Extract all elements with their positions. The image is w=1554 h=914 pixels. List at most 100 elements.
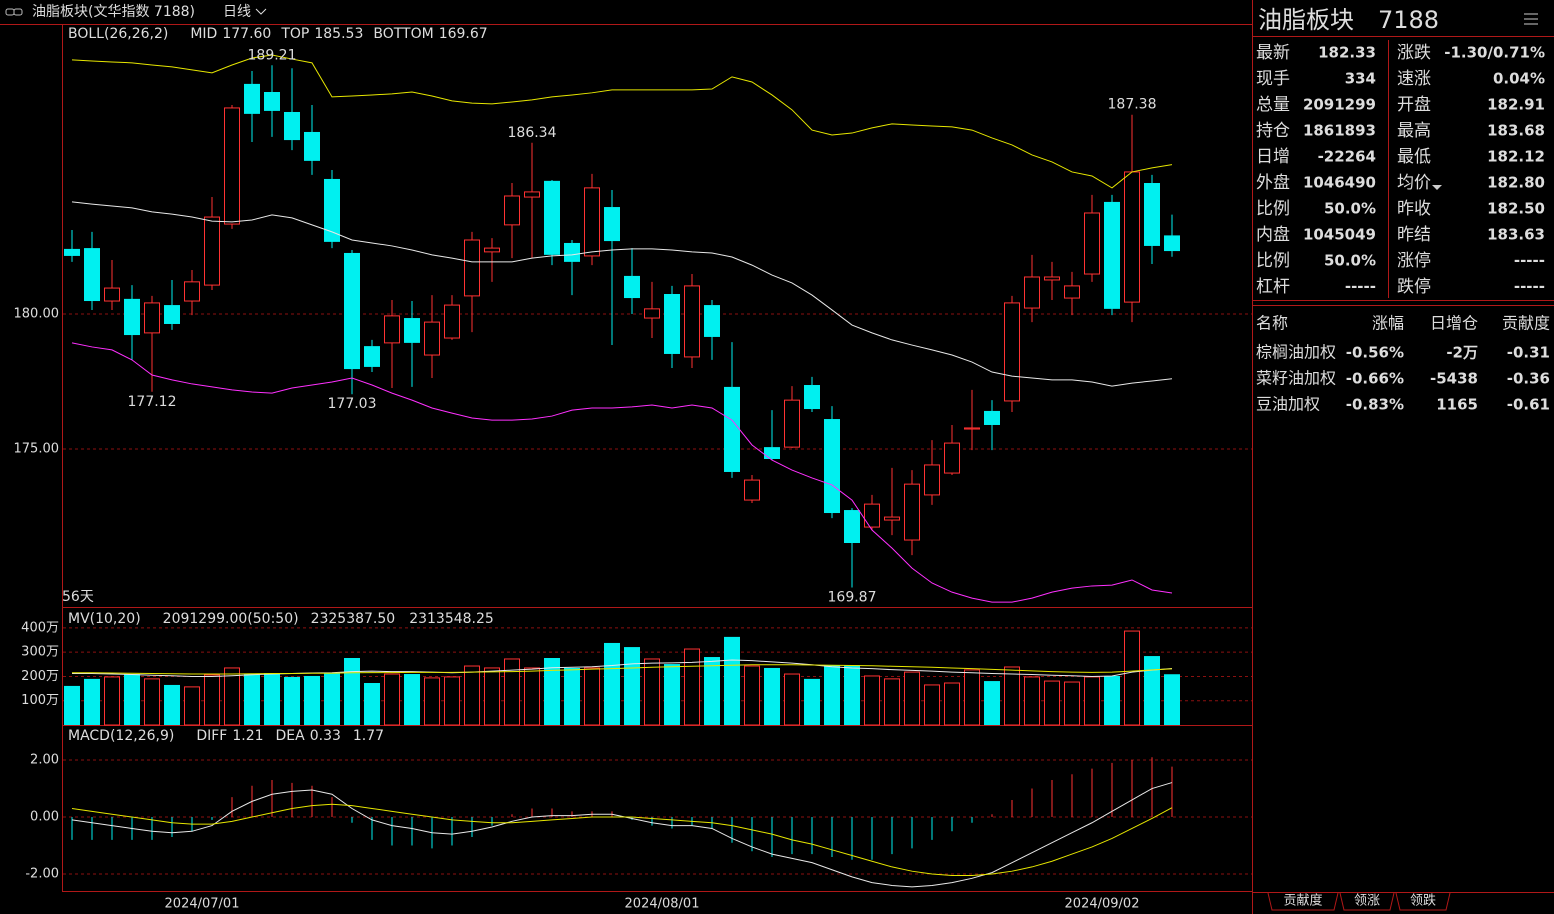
candle-body: [544, 180, 560, 255]
volume-bar: [484, 667, 500, 726]
legend-readout: 1.77: [353, 728, 384, 744]
volume-bar: [564, 667, 580, 725]
quote-value: -1.30/0.71%: [1444, 44, 1545, 62]
legend-name: TOP: [280, 26, 309, 42]
volume-bar: [364, 683, 380, 725]
volume-bar: [684, 648, 700, 726]
tab-label[interactable]: 贡献度: [1283, 893, 1322, 909]
component-cell: -0.56%: [1346, 344, 1404, 362]
candle-body: [144, 302, 160, 334]
component-cell: 棕榈油加权: [1256, 343, 1336, 362]
quote-code: 7188: [1378, 6, 1439, 34]
quote-label: 开盘: [1397, 95, 1431, 115]
candle-body: [464, 239, 480, 297]
low-label: 169.87: [828, 590, 877, 606]
candle-body: [864, 503, 880, 528]
low-label: 177.03: [328, 396, 377, 412]
component-cell: 1165: [1436, 396, 1478, 414]
volume-bar: [1024, 676, 1040, 726]
low-label: 177.12: [128, 394, 177, 410]
candle-body: [1004, 302, 1020, 402]
tab-label[interactable]: 领跌: [1410, 893, 1436, 909]
quote-label: 比例: [1256, 251, 1290, 271]
quote-label: 总量: [1256, 95, 1290, 115]
column-header: 涨幅: [1372, 314, 1404, 333]
candle-body: [584, 187, 600, 257]
candle-body: [704, 305, 720, 337]
candle-body: [424, 321, 440, 356]
candle-body: [744, 479, 760, 501]
candle-body: [444, 304, 460, 339]
y-tick-label: 400万: [21, 620, 59, 635]
period-chevron[interactable]: [255, 8, 267, 15]
quote-label: 最低: [1397, 147, 1431, 167]
quote-value: 1861893: [1303, 122, 1376, 140]
candle-body: [884, 516, 900, 521]
quote-value: -22264: [1318, 148, 1376, 166]
quote-value: 182.50: [1487, 200, 1545, 218]
quote-label: 速涨: [1397, 69, 1431, 89]
volume-bar: [904, 671, 920, 726]
candle-body: [1024, 276, 1040, 309]
tab[interactable]: [1267, 892, 1339, 911]
volume-bar: [184, 686, 200, 726]
component-cell: 菜籽油加权: [1256, 369, 1336, 388]
boll-line: [71, 342, 1173, 603]
candle-body: [364, 346, 380, 367]
component-cell: -5438: [1430, 370, 1478, 388]
volume-bar: [964, 669, 980, 726]
quote-value: 0.04%: [1493, 70, 1545, 88]
volume-bar: [644, 658, 660, 726]
component-cell: -0.61: [1507, 396, 1550, 414]
volume-bar: [104, 676, 120, 726]
candle-body: [1144, 183, 1160, 246]
x-tick-label: 2024/09/02: [1065, 897, 1140, 912]
ma-line: [72, 664, 1173, 675]
candle-body: [104, 287, 120, 302]
candle-body: [724, 386, 740, 472]
candle-body: [404, 318, 420, 343]
quote-label: 均价: [1397, 173, 1431, 193]
volume-bar: [1124, 630, 1140, 726]
candle-body: [1044, 276, 1060, 281]
volume-bar: [1104, 675, 1120, 725]
legend-name: BOTTOM: [373, 26, 433, 42]
volume-bar: [464, 665, 480, 726]
candle-body: [284, 111, 300, 141]
legend-readout: 2091299.00(50:50): [163, 611, 299, 627]
tab[interactable]: [1339, 892, 1395, 911]
volume-bar: [424, 677, 440, 726]
column-header: 贡献度: [1502, 314, 1550, 333]
tab[interactable]: [1395, 892, 1451, 911]
period-selector[interactable]: 日线: [223, 4, 251, 20]
legend-readout: 185.53: [314, 26, 363, 42]
legend-readout: 1.21: [232, 728, 263, 744]
candle-body: [264, 92, 280, 111]
legend-readout: 169.67: [439, 26, 488, 42]
candle-body: [984, 410, 1000, 425]
volume-bar: [1064, 681, 1080, 726]
quote-value: 2091299: [1303, 96, 1376, 114]
candle-body: [604, 207, 620, 242]
y-tick-label: 0.00: [30, 810, 59, 825]
quote-value: 334: [1345, 70, 1376, 88]
volume-bar: [264, 673, 280, 725]
candle-body: [624, 275, 640, 299]
dropdown-arrow: [1432, 185, 1442, 190]
candle-body: [304, 131, 320, 161]
candle-body: [204, 216, 220, 286]
volume-bar: [84, 678, 100, 725]
candle-body: [564, 242, 580, 262]
volume-bar: [584, 667, 600, 726]
candle-body: [1064, 285, 1080, 299]
quote-value: -----: [1514, 278, 1545, 296]
legend-name: MID: [190, 26, 217, 42]
volume-bar: [704, 657, 720, 725]
menu-icon[interactable]: [1524, 13, 1538, 25]
tab-label[interactable]: 领涨: [1354, 894, 1380, 909]
ma-line: [72, 659, 1173, 677]
volume-bar: [804, 678, 820, 725]
volume-bar: [744, 665, 760, 726]
candle-body: [484, 247, 500, 253]
